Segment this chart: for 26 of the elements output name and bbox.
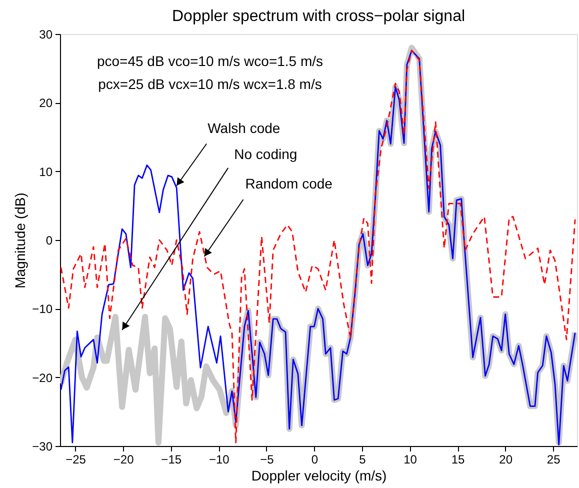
annotation: pco=45 dB vco=10 m/s wco=1.5 m/s	[96, 53, 324, 69]
y-tick-label: 20	[39, 96, 53, 110]
x-tick-label: −15	[161, 452, 182, 466]
y-tick-label: 30	[39, 28, 53, 42]
x-tick-label: −10	[208, 452, 230, 466]
annotation: No coding	[234, 146, 298, 162]
x-axis-title: Doppler velocity (m/s)	[251, 468, 387, 484]
y-axis-title: Magnitude (dB)	[12, 192, 28, 288]
y-tick-label: 0	[46, 234, 53, 248]
y-tick-label: −30	[32, 440, 53, 454]
y-tick-label: 10	[39, 164, 53, 179]
annotation: Walsh code	[208, 120, 280, 136]
x-tick-label: 20	[499, 452, 513, 466]
annotation: pcx=25 dB vcx=10 m/s wcx=1.8 m/s	[98, 76, 322, 92]
x-tick-label: 10	[404, 452, 418, 466]
chart-title: Doppler spectrum with cross−polar signal	[172, 8, 466, 25]
x-tick-label: −20	[113, 452, 134, 466]
y-tick-label: −20	[32, 370, 53, 385]
x-tick-label: 25	[546, 452, 561, 466]
x-tick-label: 0	[311, 452, 318, 466]
x-tick-label: 15	[451, 452, 466, 466]
x-tick-label: −25	[66, 452, 86, 466]
y-tick-label: −10	[32, 302, 53, 316]
x-tick-label: 5	[359, 452, 366, 466]
x-tick-label: −5	[260, 452, 274, 466]
annotation: Random code	[245, 175, 333, 192]
